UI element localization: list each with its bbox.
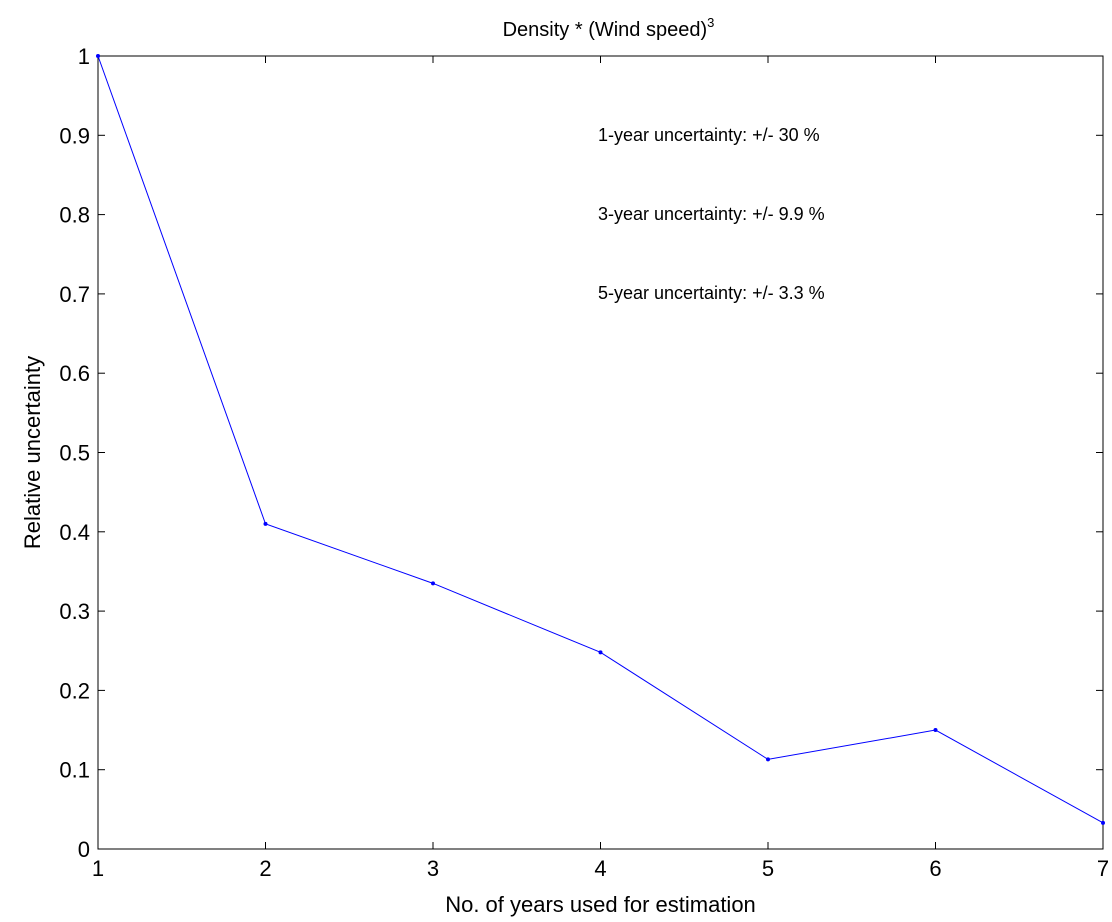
y-tick-label: 0.1 (59, 758, 90, 783)
chart-title-superscript: 3 (707, 15, 714, 30)
data-point (96, 54, 100, 58)
x-tick-label: 3 (427, 856, 439, 881)
data-point (933, 728, 938, 733)
data-point (1101, 820, 1105, 825)
y-tick-label: 0.6 (59, 361, 90, 386)
y-tick-label: 0.4 (59, 520, 90, 545)
y-tick-label: 0.9 (59, 123, 90, 148)
series-line (97, 55, 1104, 824)
y-tick-label: 0.7 (59, 282, 90, 307)
data-point (598, 650, 603, 655)
annotation-text: 1-year uncertainty: +/- 30 % (598, 125, 820, 145)
data-point (766, 757, 770, 762)
y-axis-label: Relative uncertainty (20, 356, 45, 549)
y-tick-label: 0.8 (59, 203, 90, 228)
x-tick-label: 6 (929, 856, 941, 881)
y-tick-label: 0.5 (59, 441, 90, 466)
x-tick-label: 2 (259, 856, 271, 881)
data-series (96, 54, 1105, 825)
y-tick-label: 1 (78, 44, 90, 69)
annotation-text: 3-year uncertainty: +/- 9.9 % (598, 204, 825, 224)
x-tick-label: 4 (594, 856, 606, 881)
x-tick-label: 5 (762, 856, 774, 881)
plot-area-frame (97, 55, 1104, 850)
x-tick-label: 7 (1097, 856, 1109, 881)
x-axis-label: No. of years used for estimation (445, 892, 756, 917)
data-point (431, 581, 435, 586)
axis-ticks: 1 2 3 4 5 6 7 0 0.1 0.2 0.3 0.4 0.5 0.6 0.7 0.8 0.9 1 (59, 44, 1109, 881)
chart-title: Density * (Wind speed)3 (503, 15, 715, 41)
y-tick-label: 0.2 (59, 678, 90, 703)
x-tick-label: 1 (92, 856, 104, 881)
data-point (263, 521, 268, 526)
y-tick-label: 0 (78, 837, 90, 862)
y-tick-label: 0.3 (59, 599, 90, 624)
annotation-text: 5-year uncertainty: +/- 3.3 % (598, 283, 825, 303)
chart-title-main: Density * (Wind speed) (503, 19, 708, 41)
annotations: 1-year uncertainty: +/- 30 % 3-year uncer… (598, 125, 825, 303)
